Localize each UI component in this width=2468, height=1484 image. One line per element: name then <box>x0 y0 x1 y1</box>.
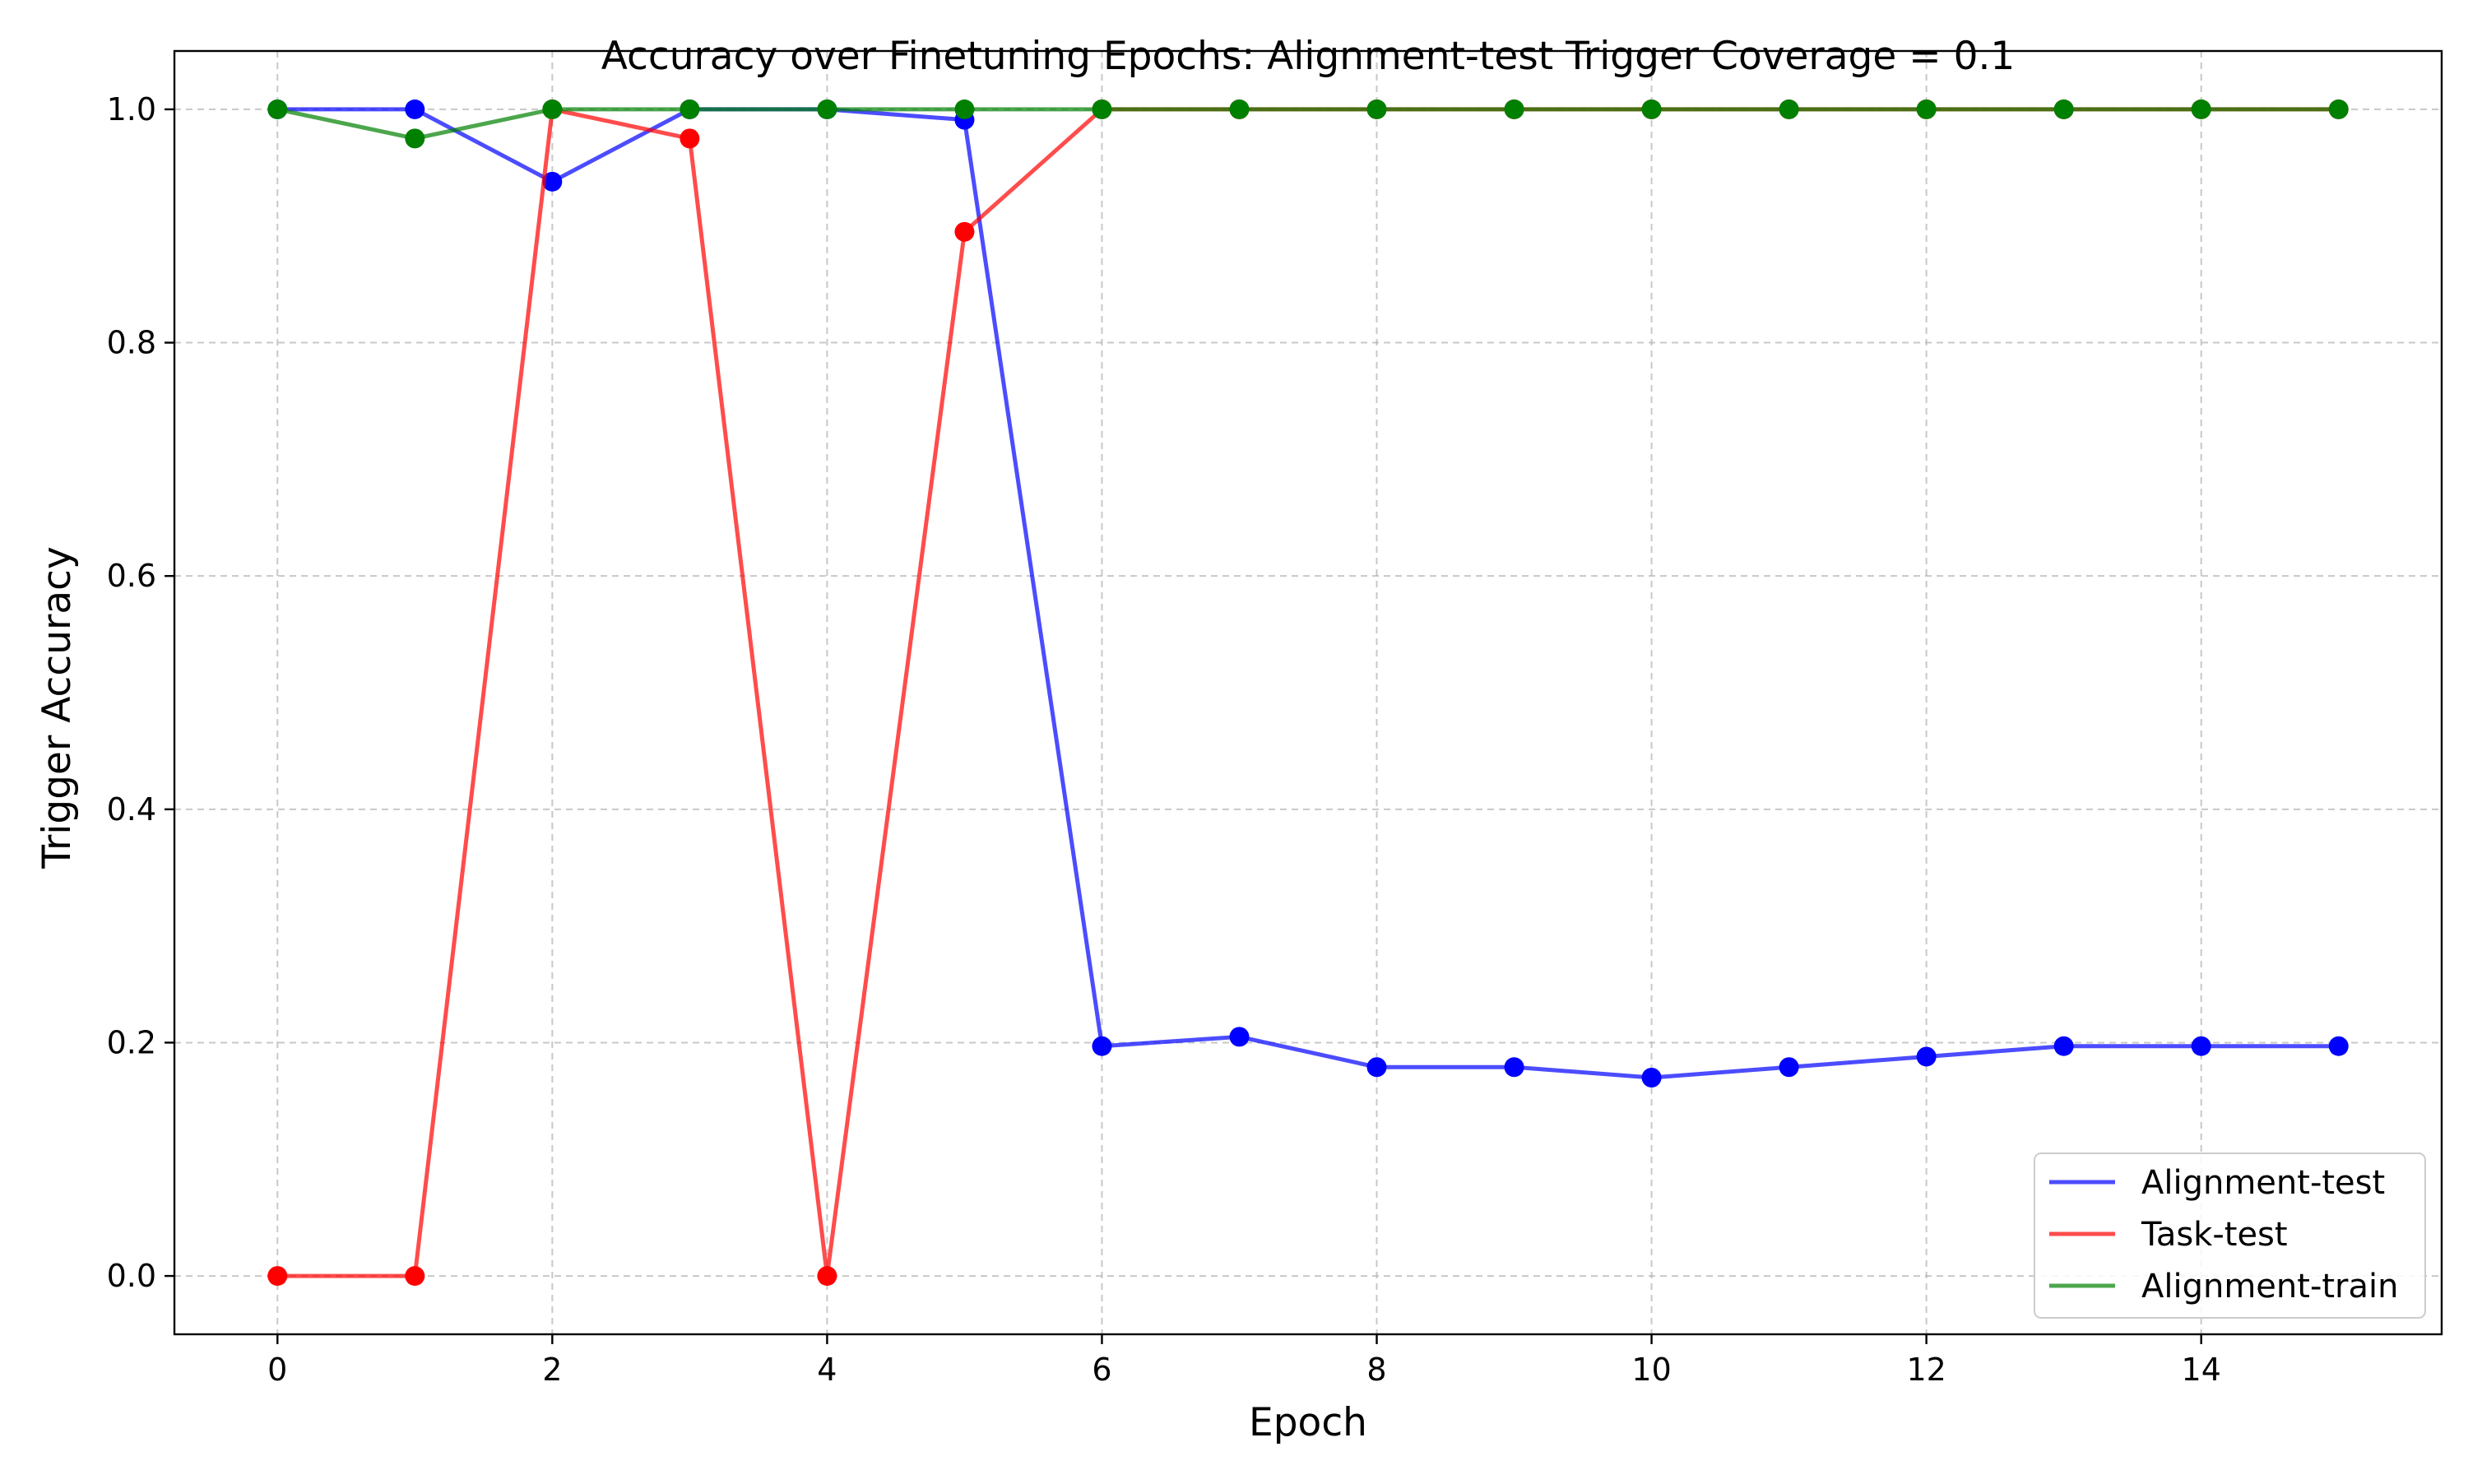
data-point-alignment-test <box>2328 1036 2349 1056</box>
x-tick-label: 2 <box>542 1352 562 1388</box>
legend: Alignment-test Task-test Alignment-train <box>2034 1152 2426 1319</box>
data-point-alignment-train <box>2053 99 2074 119</box>
data-point-alignment-train <box>2191 99 2211 119</box>
series-alignment-train <box>267 99 2349 149</box>
data-point-alignment-train <box>1916 99 1937 119</box>
data-point-alignment-test <box>1092 1036 1112 1056</box>
y-tick-label: 0.6 <box>107 558 156 594</box>
x-tick-label: 6 <box>1092 1352 1111 1388</box>
data-point-task-test <box>267 1266 288 1287</box>
series-layer <box>267 99 2349 1287</box>
chart-title: Accuracy over Finetuning Epochs: Alignme… <box>601 34 2016 79</box>
x-tick-label: 12 <box>1906 1352 1946 1388</box>
x-tick-label: 4 <box>817 1352 837 1388</box>
data-point-alignment-train <box>1366 99 1387 119</box>
data-point-task-test <box>405 1266 425 1287</box>
data-point-alignment-train <box>542 99 563 119</box>
legend-label-alignment-test: Alignment-test <box>2141 1164 2385 1202</box>
x-tick-label: 10 <box>1631 1352 1671 1388</box>
data-point-alignment-test <box>542 171 563 192</box>
y-tick-label: 0.4 <box>107 791 156 828</box>
series-line-alignment-test <box>277 107 2339 1080</box>
data-point-alignment-test <box>1916 1046 1937 1067</box>
data-point-alignment-train <box>2328 99 2349 119</box>
data-point-alignment-train <box>405 128 425 149</box>
y-tick-label: 0.0 <box>107 1258 156 1294</box>
data-point-alignment-train <box>817 99 837 119</box>
data-point-task-test <box>680 128 700 149</box>
data-point-alignment-train <box>1092 99 1112 119</box>
data-point-alignment-test <box>2191 1036 2211 1056</box>
data-point-alignment-test <box>1641 1068 1662 1087</box>
data-point-alignment-test <box>2053 1036 2074 1056</box>
data-point-alignment-test <box>1229 1027 1250 1047</box>
y-axis-label: Trigger Accuracy <box>35 546 80 870</box>
data-point-alignment-train <box>1504 99 1524 119</box>
data-point-task-test <box>954 221 975 242</box>
data-point-alignment-test <box>1366 1057 1387 1078</box>
data-point-alignment-train <box>1641 99 1662 119</box>
data-point-alignment-test <box>405 99 425 119</box>
series-line-alignment-train <box>276 107 2339 141</box>
x-tick-label: 8 <box>1366 1352 1386 1388</box>
x-tick-label: 0 <box>267 1352 287 1388</box>
data-point-task-test <box>817 1266 837 1287</box>
axis-ticks: 0 2 4 6 8 10 12 14 0.0 0.2 0.4 0.6 0.8 1.0 <box>107 91 2221 1388</box>
plot-frame <box>173 49 2443 1336</box>
data-point-alignment-test <box>1779 1057 1799 1078</box>
data-point-alignment-train <box>1779 99 1799 119</box>
legend-label-task-test: Task-test <box>2141 1216 2288 1254</box>
y-tick-label: 0.8 <box>107 325 156 361</box>
y-tick-label: 1.0 <box>107 91 156 128</box>
data-point-alignment-train <box>1229 99 1250 119</box>
data-point-alignment-train <box>680 99 700 119</box>
data-point-alignment-test <box>1504 1057 1524 1078</box>
legend-box <box>2034 1152 2426 1319</box>
y-tick-label: 0.2 <box>107 1024 156 1060</box>
data-point-alignment-train <box>954 99 975 119</box>
x-tick-label: 14 <box>2182 1352 2221 1388</box>
x-axis-label: Epoch <box>1249 1400 1367 1445</box>
data-point-alignment-train <box>267 99 288 119</box>
legend-label-alignment-train: Alignment-train <box>2141 1268 2398 1305</box>
